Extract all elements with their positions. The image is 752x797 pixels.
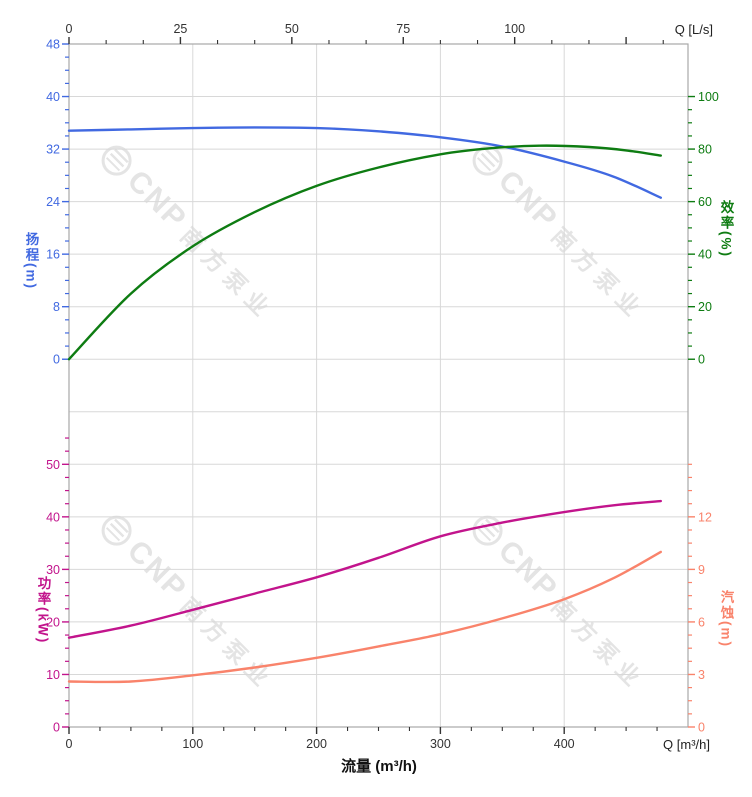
efficiency-axis-title-label: 效率	[718, 200, 734, 231]
top-axis-tick-label: 25	[173, 22, 187, 36]
top-axis-tick-label: 50	[285, 22, 299, 36]
efficiency-curve	[67, 144, 662, 361]
head-curve	[67, 126, 662, 199]
npsh-axis-tick-label: 0	[698, 721, 705, 735]
efficiency-axis-tick-label: 40	[698, 248, 712, 262]
power-axis-tick-label: 20	[46, 615, 60, 629]
power-axis-title-label: 功率	[35, 576, 51, 607]
efficiency-axis-title-unit: (%)	[718, 231, 734, 258]
efficiency-axis-tick-label: 60	[698, 195, 712, 209]
npsh-axis-tick-label: 6	[698, 615, 705, 629]
power-axis-tick-label: 0	[53, 721, 60, 735]
power-curve	[67, 499, 662, 639]
head-axis-tick-label: 0	[53, 353, 60, 367]
bottom-axis-unit-label: Q [m³/h]	[663, 737, 710, 752]
head-axis-tick-label: 32	[46, 143, 60, 157]
efficiency-axis-title: 效率(%)	[718, 200, 734, 258]
efficiency-axis-tick-label: 20	[698, 300, 712, 314]
top-axis-tick-label: 0	[66, 22, 73, 36]
npsh-axis-tick-label: 9	[698, 563, 705, 577]
npsh-axis-title-label: 汽蚀	[718, 590, 734, 621]
top-axis-unit-label: Q [L/s]	[674, 22, 713, 37]
bottom-axis-tick-label: 0	[66, 737, 73, 751]
power-axis-tick-label: 50	[46, 458, 60, 472]
power-axis-title-unit: (kW)	[35, 607, 51, 645]
bottom-axis-tick-label: 400	[554, 737, 575, 751]
head-axis-tick-label: 48	[46, 38, 60, 52]
efficiency-axis-tick-label: 0	[698, 353, 705, 367]
efficiency-axis-tick-label: 100	[698, 90, 719, 104]
bottom-axis-tick-label: 300	[430, 737, 451, 751]
head-axis-title-unit: (m)	[23, 263, 39, 290]
top-axis-tick-label: 75	[396, 22, 410, 36]
efficiency-axis-tick-label: 80	[698, 143, 712, 157]
head-axis-tick-label: 24	[46, 195, 60, 209]
head-axis-tick-label: 8	[53, 300, 60, 314]
power-axis-tick-label: 10	[46, 668, 60, 682]
flow-axis-title: 流量 (m³/h)	[341, 758, 417, 775]
head-axis-title-label: 扬程	[23, 232, 39, 263]
npsh-axis-tick-label: 12	[698, 510, 712, 524]
top-axis-tick-label: 100	[504, 22, 525, 36]
head-axis-title: 扬程(m)	[23, 232, 39, 290]
power-axis-title: 功率(kW)	[35, 576, 51, 645]
head-axis-tick-label: 16	[46, 248, 60, 262]
head-axis-tick-label: 40	[46, 90, 60, 104]
bottom-axis-tick-label: 100	[182, 737, 203, 751]
npsh-axis-title: 汽蚀(m)	[718, 590, 734, 648]
npsh-axis-title-unit: (m)	[718, 621, 734, 648]
power-axis-tick-label: 40	[46, 510, 60, 524]
power-axis-tick-label: 30	[46, 563, 60, 577]
npsh-curve	[67, 550, 662, 684]
bottom-axis-tick-label: 200	[306, 737, 327, 751]
npsh-axis-tick-label: 3	[698, 668, 705, 682]
